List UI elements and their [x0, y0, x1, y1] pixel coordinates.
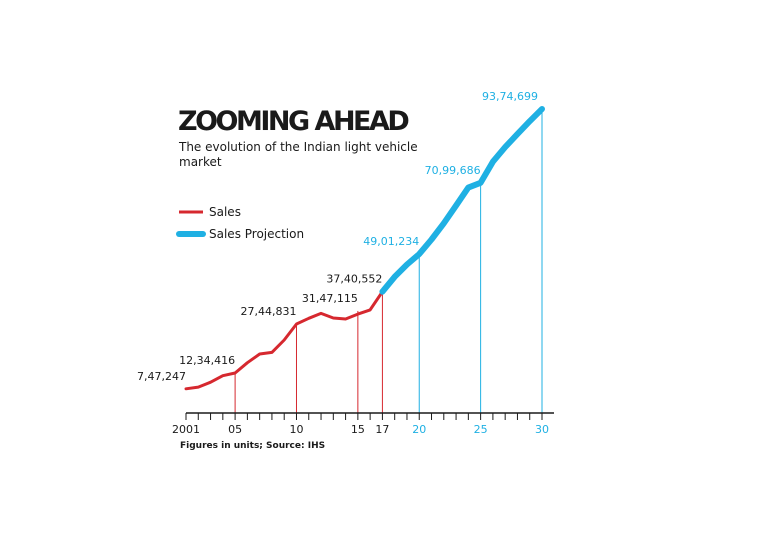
data-label-2: 27,44,831	[240, 305, 296, 318]
data-label-5: 49,01,234	[363, 235, 419, 248]
data-label-3: 31,47,115	[302, 292, 358, 305]
legend-sales-label: Sales	[209, 205, 241, 219]
chart-subtitle-line2: market	[179, 155, 222, 169]
legend-projection-label: Sales Projection	[209, 227, 304, 241]
data-label-0: 7,47,247	[137, 370, 186, 383]
data-label-7: 93,74,699	[482, 90, 538, 103]
source-note: Figures in units; Source: IHS	[180, 441, 325, 451]
chart-subtitle-line1: The evolution of the Indian light vehicl…	[178, 140, 418, 154]
x-tick-label-4: 17	[375, 423, 389, 436]
legend: Sales Sales Projection	[176, 205, 304, 241]
x-tick-label-6: 25	[474, 423, 488, 436]
sales-projection-line	[379, 106, 545, 295]
x-tick-label-1: 05	[228, 423, 242, 436]
x-tick-label-5: 20	[412, 423, 426, 436]
x-tick-label-7: 30	[535, 423, 549, 436]
data-label-6: 70,99,686	[425, 164, 481, 177]
plot-area: 2001 05 10 15 17 20 25 30 7,47,247 12,34,416 27,44…	[137, 90, 554, 436]
sales-line	[184, 290, 384, 391]
x-tick-label-2: 10	[289, 423, 303, 436]
data-label-4: 37,40,552	[326, 273, 382, 286]
chart-title: ZOOMING AHEAD	[178, 106, 408, 137]
x-tick-label-0: 2001	[172, 423, 200, 436]
x-tick-label-3: 15	[351, 423, 365, 436]
data-label-1: 12,34,416	[179, 354, 235, 367]
